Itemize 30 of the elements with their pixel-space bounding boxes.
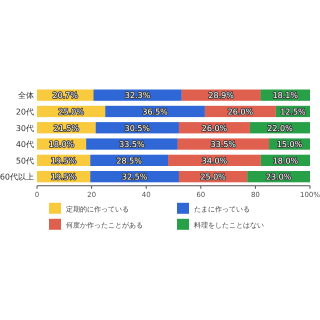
data-label: 26.0% xyxy=(228,107,254,116)
y-tick-label: 60代以上 xyxy=(0,172,34,182)
data-label: 12.5% xyxy=(280,107,306,116)
data-label: 25.0% xyxy=(58,107,84,116)
data-label: 18.0% xyxy=(48,140,75,150)
data-label: 32.3% xyxy=(124,91,151,100)
data-label: 36.5% xyxy=(142,107,168,116)
data-label: 32.5% xyxy=(122,172,148,182)
data-label: 28.9% xyxy=(208,91,234,100)
y-tick-label: 40代 xyxy=(16,140,34,150)
data-label: 34.0% xyxy=(202,156,228,166)
data-label: 21.5% xyxy=(54,124,80,133)
data-label: 18.0% xyxy=(272,156,299,166)
data-label: 22.0% xyxy=(267,124,294,133)
data-label: 26.0% xyxy=(202,124,228,133)
y-tick-label: 50代 xyxy=(16,156,34,166)
y-tick-label: 20代 xyxy=(16,107,34,116)
data-label: 33.5% xyxy=(210,140,236,150)
data-label: 28.5% xyxy=(116,156,142,166)
data-label: 33.5% xyxy=(119,140,145,150)
data-label: 23.0% xyxy=(266,172,292,182)
data-label: 15.0% xyxy=(276,140,303,150)
data-label: 25.0% xyxy=(200,172,226,182)
data-label: 19.5% xyxy=(50,172,77,182)
data-label: 18.1% xyxy=(272,91,298,100)
data-label: 20.7% xyxy=(52,91,78,100)
data-label: 19.5% xyxy=(50,156,77,166)
data-label: 30.5% xyxy=(124,124,150,133)
y-tick-label: 全体 xyxy=(18,91,34,100)
y-tick-label: 30代 xyxy=(16,124,34,133)
